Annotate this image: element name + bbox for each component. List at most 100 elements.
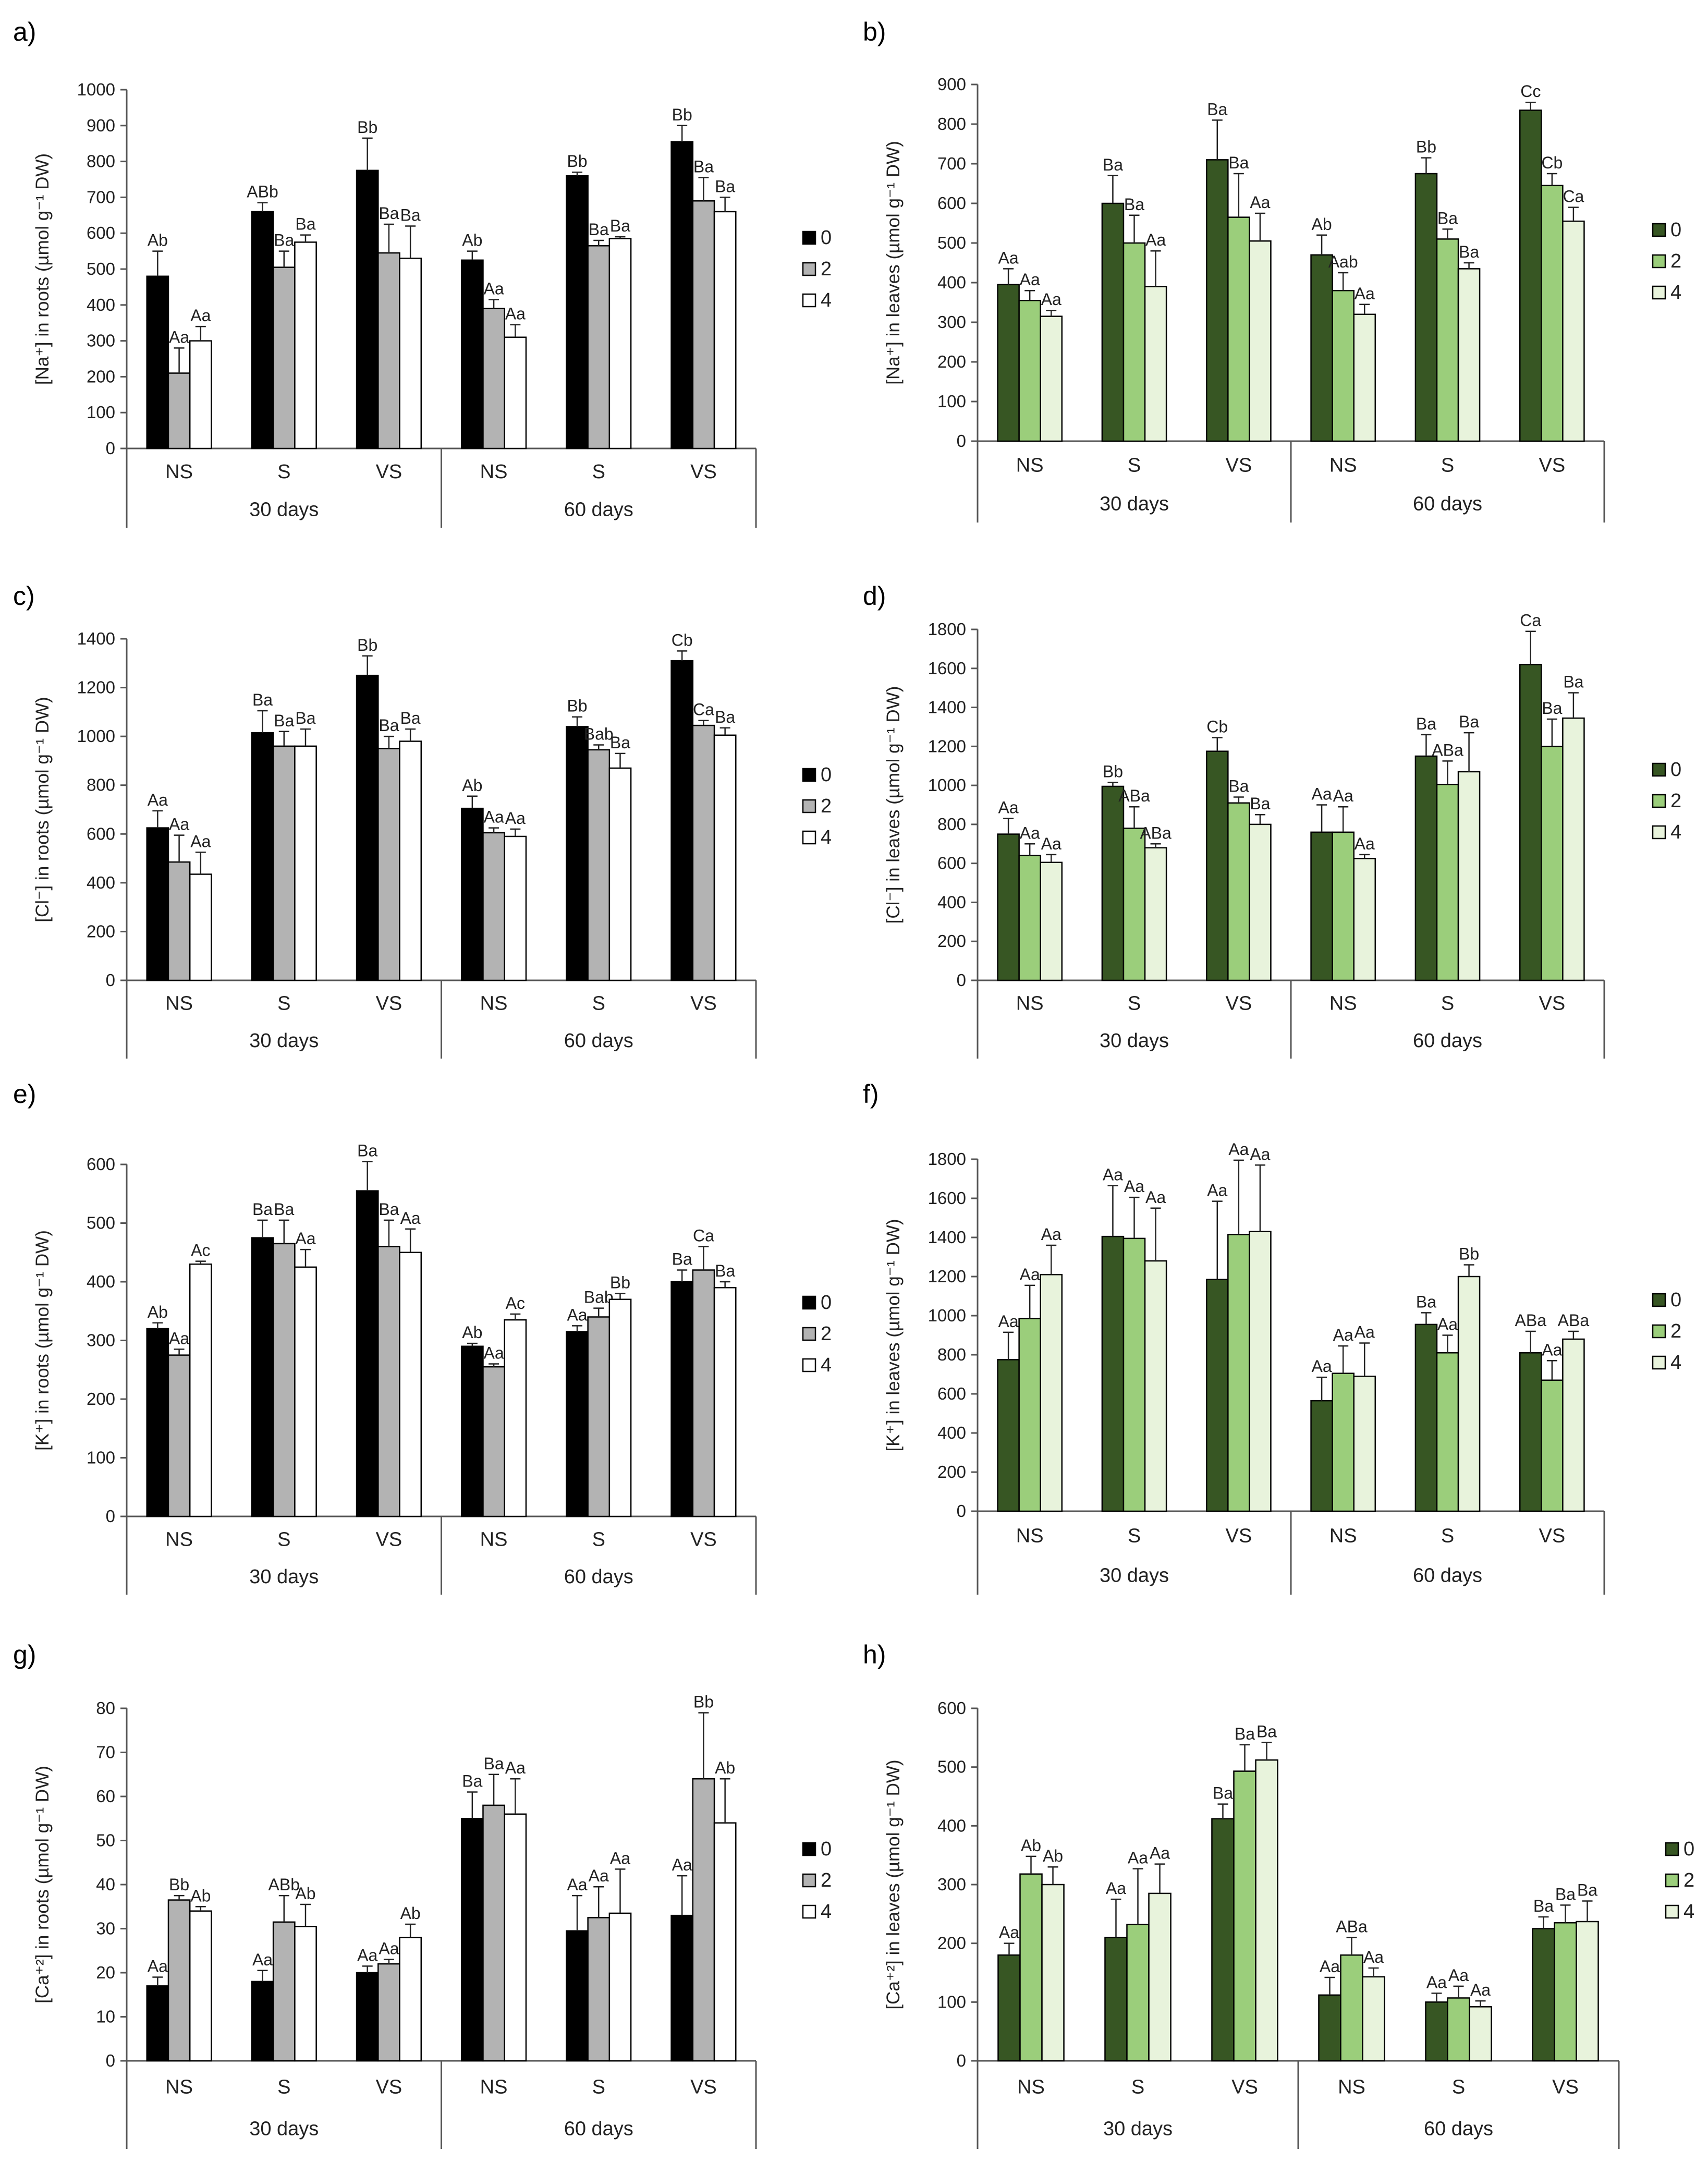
significance-label: ABa (1432, 740, 1463, 759)
y-tick-label: 1400 (928, 1228, 966, 1247)
significance-label: Aa (169, 815, 189, 834)
bar (482, 1366, 505, 1517)
y-tick-label: 300 (87, 331, 115, 350)
significance-label: Bb (693, 1692, 714, 1711)
bar (670, 660, 694, 981)
legend-label: 0 (1670, 219, 1681, 241)
group-label: 30 days (1100, 493, 1169, 515)
bar (1227, 802, 1250, 981)
bar (1436, 238, 1459, 442)
bar (1519, 664, 1542, 981)
group-label: 30 days (249, 1566, 319, 1588)
legend-label: 4 (821, 827, 832, 848)
bar (692, 724, 715, 981)
x-tick-label: S (1441, 992, 1454, 1014)
bar (167, 372, 191, 450)
significance-label: Aa (148, 791, 168, 809)
y-axis-label: [Cl⁻] in leaves (µmol g⁻¹ DW) (883, 686, 904, 924)
legend-swatch (1652, 762, 1666, 777)
bar (1353, 858, 1376, 981)
significance-label: Cc (1520, 82, 1541, 101)
significance-label: ABb (269, 1875, 300, 1894)
bar (1101, 202, 1125, 442)
legend-swatch (802, 799, 816, 813)
significance-label: Ba (1437, 209, 1458, 227)
bar (251, 211, 274, 450)
bar (1332, 1372, 1355, 1512)
significance-label: Ab (462, 231, 482, 250)
y-tick-label: 600 (937, 1384, 966, 1403)
y-tick-label: 500 (87, 259, 115, 278)
significance-label: Aa (998, 798, 1019, 817)
bar (189, 1910, 212, 2062)
significance-label: Aa (169, 1329, 189, 1347)
bar (1126, 1924, 1150, 2062)
x-tick-label: S (277, 1528, 290, 1550)
x-tick-label: S (1441, 1525, 1454, 1547)
significance-label: Bb (1103, 762, 1123, 781)
chart-panel-3: d) [Cl⁻] in leaves (µmol g⁻¹ DW) 0 200 400 60… (863, 581, 1681, 1059)
bar (482, 832, 505, 981)
bar (587, 1316, 611, 1517)
significance-label: Ba (715, 1261, 735, 1280)
bar (1414, 1323, 1438, 1512)
x-tick-label: NS (165, 1528, 193, 1550)
y-tick-label: 600 (937, 1698, 966, 1718)
bar (997, 833, 1020, 981)
bar (377, 1963, 400, 2062)
bar (377, 252, 400, 450)
bar (1018, 299, 1041, 442)
legend-swatch (1665, 1873, 1679, 1888)
group-label: 30 days (249, 2118, 319, 2140)
significance-label: Aa (1542, 1340, 1562, 1359)
legend-label: 0 (1683, 1838, 1694, 1860)
significance-label: Aa (1207, 1181, 1227, 1200)
x-tick-label: S (1128, 1525, 1141, 1547)
significance-label: Ab (715, 1758, 735, 1777)
bar (997, 1359, 1020, 1512)
significance-label: Ab (1043, 1847, 1063, 1865)
x-tick-label: S (592, 992, 605, 1014)
bar (1519, 1352, 1542, 1512)
significance-label: Bb (567, 697, 587, 715)
y-tick-label: 1600 (928, 659, 966, 678)
bar (670, 1281, 694, 1517)
significance-label: Ab (190, 1886, 211, 1905)
y-tick-label: 100 (87, 1448, 115, 1467)
x-tick-label: VS (1225, 454, 1252, 476)
y-tick-label: 70 (96, 1743, 115, 1762)
y-tick-label: 200 (937, 352, 966, 371)
bar (608, 1912, 632, 2062)
bar (460, 1345, 484, 1517)
y-tick-label: 800 (87, 152, 115, 171)
significance-label: Aa (1041, 1225, 1062, 1244)
bar (1123, 242, 1146, 442)
significance-label: Aa (484, 808, 504, 827)
significance-label: Ba (400, 709, 421, 727)
legend-swatch (1652, 1293, 1666, 1307)
bar (1457, 268, 1481, 442)
significance-label: Ba (1124, 195, 1144, 214)
significance-label: Aa (1355, 834, 1375, 853)
bar (1332, 831, 1355, 981)
significance-label: Aa (357, 1946, 377, 1964)
significance-label: Ba (295, 709, 315, 727)
significance-label: ABa (1558, 1311, 1590, 1330)
y-tick-label: 200 (937, 1934, 966, 1953)
y-tick-label: 200 (87, 367, 115, 386)
bar (356, 169, 379, 450)
y-tick-label: 100 (937, 392, 966, 411)
significance-label: Aa (1128, 1849, 1148, 1867)
significance-label: Aa (1124, 1177, 1144, 1196)
bar (1353, 313, 1376, 442)
legend-label: 4 (1670, 821, 1681, 843)
significance-label: Ca (1563, 187, 1584, 206)
significance-label: Bab (584, 725, 614, 744)
bar (272, 266, 296, 450)
significance-label: Ab (462, 1323, 482, 1342)
y-tick-label: 400 (87, 1272, 115, 1291)
x-tick-label: S (592, 1528, 605, 1550)
bar (460, 807, 484, 981)
legend-swatch (1652, 285, 1666, 300)
significance-label: Aa (505, 1758, 526, 1777)
